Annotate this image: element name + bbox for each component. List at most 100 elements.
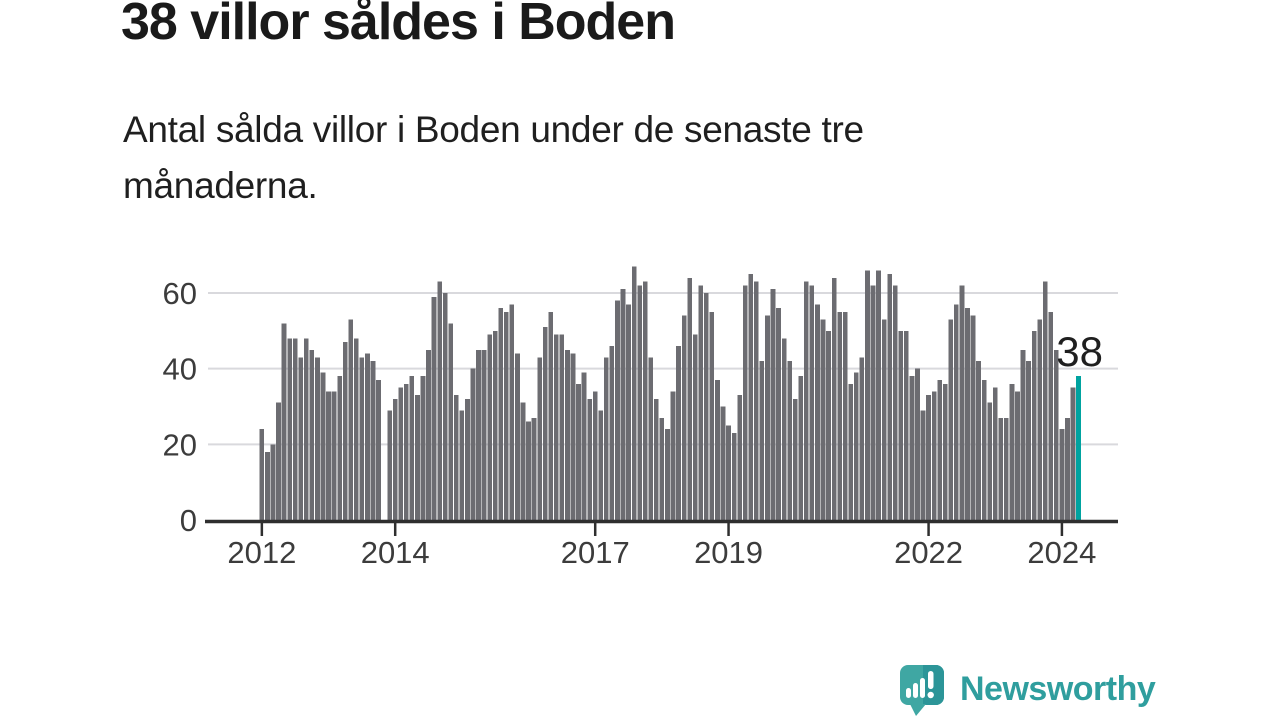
bar bbox=[637, 285, 643, 520]
bar bbox=[781, 338, 787, 520]
bar bbox=[803, 281, 809, 520]
bar bbox=[520, 402, 526, 520]
bar bbox=[1048, 311, 1054, 520]
bar bbox=[270, 444, 276, 520]
bar bbox=[592, 391, 598, 520]
bar bbox=[570, 353, 576, 520]
bar bbox=[987, 402, 993, 520]
page-title: 38 villor såldes i Boden bbox=[121, 0, 676, 51]
x-axis-tick-label: 2019 bbox=[694, 535, 763, 570]
bar bbox=[770, 289, 776, 520]
bar bbox=[387, 410, 392, 520]
bar bbox=[731, 432, 737, 520]
bar bbox=[726, 425, 731, 520]
bar bbox=[765, 315, 770, 520]
bar bbox=[287, 338, 292, 520]
bar bbox=[792, 398, 798, 520]
bar bbox=[359, 357, 365, 520]
bar bbox=[870, 285, 876, 520]
bar bbox=[576, 383, 581, 520]
bar bbox=[459, 410, 465, 520]
bar bbox=[353, 338, 359, 520]
newsworthy-logo[interactable]: Newsworthy bbox=[897, 661, 1156, 717]
bar bbox=[303, 338, 309, 520]
bar bbox=[276, 402, 281, 520]
bar bbox=[931, 391, 937, 520]
bar bbox=[626, 304, 631, 520]
bar bbox=[292, 338, 298, 520]
y-axis-tick-label: 40 bbox=[163, 352, 197, 387]
y-axis-tick-label: 0 bbox=[180, 503, 197, 538]
bar bbox=[715, 380, 720, 520]
bar bbox=[915, 368, 920, 520]
bar bbox=[526, 421, 531, 520]
bar bbox=[1026, 361, 1031, 520]
bar bbox=[403, 383, 409, 520]
bar bbox=[465, 398, 470, 520]
bar bbox=[903, 330, 909, 520]
bar bbox=[698, 285, 704, 520]
bar bbox=[1059, 429, 1065, 520]
bar bbox=[1004, 417, 1009, 520]
bar bbox=[470, 368, 476, 520]
bar bbox=[315, 357, 320, 520]
bar bbox=[926, 395, 931, 520]
bar bbox=[815, 304, 820, 520]
bar bbox=[1020, 349, 1026, 520]
bar bbox=[542, 327, 548, 520]
bar bbox=[603, 357, 609, 520]
bar bbox=[259, 429, 265, 520]
bar bbox=[509, 304, 515, 520]
bar bbox=[631, 266, 637, 520]
bar bbox=[970, 315, 976, 520]
bar bbox=[998, 417, 1004, 520]
bar bbox=[737, 395, 743, 520]
speech-bubble-bar-chart-exclamation-icon bbox=[900, 665, 944, 716]
bar bbox=[587, 398, 593, 520]
bar bbox=[853, 372, 859, 520]
bar bbox=[548, 311, 554, 520]
y-axis-tick-label: 20 bbox=[163, 427, 197, 462]
bar bbox=[609, 345, 615, 520]
y-axis-tick-label: 60 bbox=[163, 276, 197, 311]
bar bbox=[659, 417, 665, 520]
bar bbox=[759, 361, 765, 520]
bar bbox=[687, 277, 693, 520]
bar bbox=[437, 281, 442, 520]
bar bbox=[476, 349, 481, 520]
bar bbox=[942, 383, 948, 520]
bar bbox=[837, 311, 843, 520]
bar bbox=[415, 395, 420, 520]
bar bbox=[537, 357, 542, 520]
bar bbox=[453, 395, 459, 520]
bar bbox=[648, 357, 654, 520]
bar bbox=[598, 410, 604, 520]
bar bbox=[331, 391, 337, 520]
newsworthy-logo-label: Newsworthy bbox=[960, 669, 1156, 708]
bar bbox=[365, 353, 370, 520]
bar bbox=[298, 357, 304, 520]
x-axis-tick-label: 2017 bbox=[561, 535, 630, 570]
bar bbox=[326, 391, 331, 520]
bar bbox=[692, 334, 698, 520]
bar bbox=[376, 380, 381, 520]
x-axis-tick-label: 2022 bbox=[894, 535, 963, 570]
bar bbox=[615, 300, 620, 520]
bar bbox=[709, 311, 715, 520]
bar bbox=[1065, 417, 1070, 520]
bar bbox=[748, 274, 754, 520]
last-value-label: 38 bbox=[1056, 328, 1103, 375]
bar bbox=[681, 315, 687, 520]
bar bbox=[676, 345, 681, 520]
bar bbox=[865, 270, 870, 520]
bar bbox=[498, 308, 504, 520]
bar bbox=[859, 357, 865, 520]
bar bbox=[1042, 281, 1048, 520]
bar bbox=[787, 361, 793, 520]
bar bbox=[887, 274, 893, 520]
bar bbox=[848, 383, 854, 520]
bar bbox=[820, 319, 826, 520]
bar bbox=[342, 342, 348, 520]
bar bbox=[320, 372, 326, 520]
